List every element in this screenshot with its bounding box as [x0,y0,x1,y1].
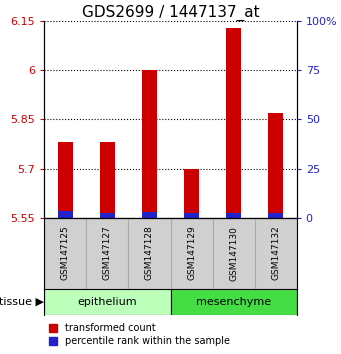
Text: epithelium: epithelium [78,297,137,307]
Bar [268,213,283,218]
Bar [100,142,115,218]
Text: tissue ▶: tissue ▶ [0,297,44,307]
Text: GSM147127: GSM147127 [103,226,112,280]
Bar [142,212,157,218]
Text: mesenchyme: mesenchyme [196,297,271,307]
Bar [170,218,212,289]
Bar [58,211,73,218]
Bar [44,218,86,289]
Bar [212,218,255,289]
Bar [268,113,283,218]
Bar [226,28,241,218]
Bar [170,289,297,315]
Text: GSM147128: GSM147128 [145,226,154,280]
Text: GSM147125: GSM147125 [61,226,70,280]
Title: GDS2699 / 1447137_at: GDS2699 / 1447137_at [82,5,259,21]
Bar [142,70,157,218]
Bar [86,218,129,289]
Bar [184,213,199,218]
Bar [44,289,170,315]
Text: GSM147129: GSM147129 [187,226,196,280]
Bar [226,213,241,218]
Bar [255,218,297,289]
Bar [129,218,170,289]
Bar [184,169,199,218]
Text: GSM147130: GSM147130 [229,225,238,281]
Legend: transformed count, percentile rank within the sample: transformed count, percentile rank withi… [49,324,230,346]
Bar [100,213,115,218]
Text: GSM147132: GSM147132 [271,226,280,280]
Bar [58,142,73,218]
